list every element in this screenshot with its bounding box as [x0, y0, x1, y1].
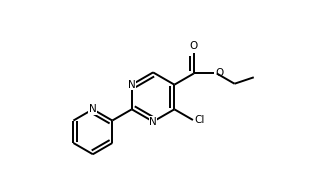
Text: N: N	[89, 104, 97, 114]
Text: O: O	[215, 68, 224, 78]
Text: N: N	[149, 117, 157, 127]
Text: N: N	[128, 80, 136, 90]
Text: Cl: Cl	[194, 115, 204, 125]
Text: O: O	[190, 41, 198, 51]
